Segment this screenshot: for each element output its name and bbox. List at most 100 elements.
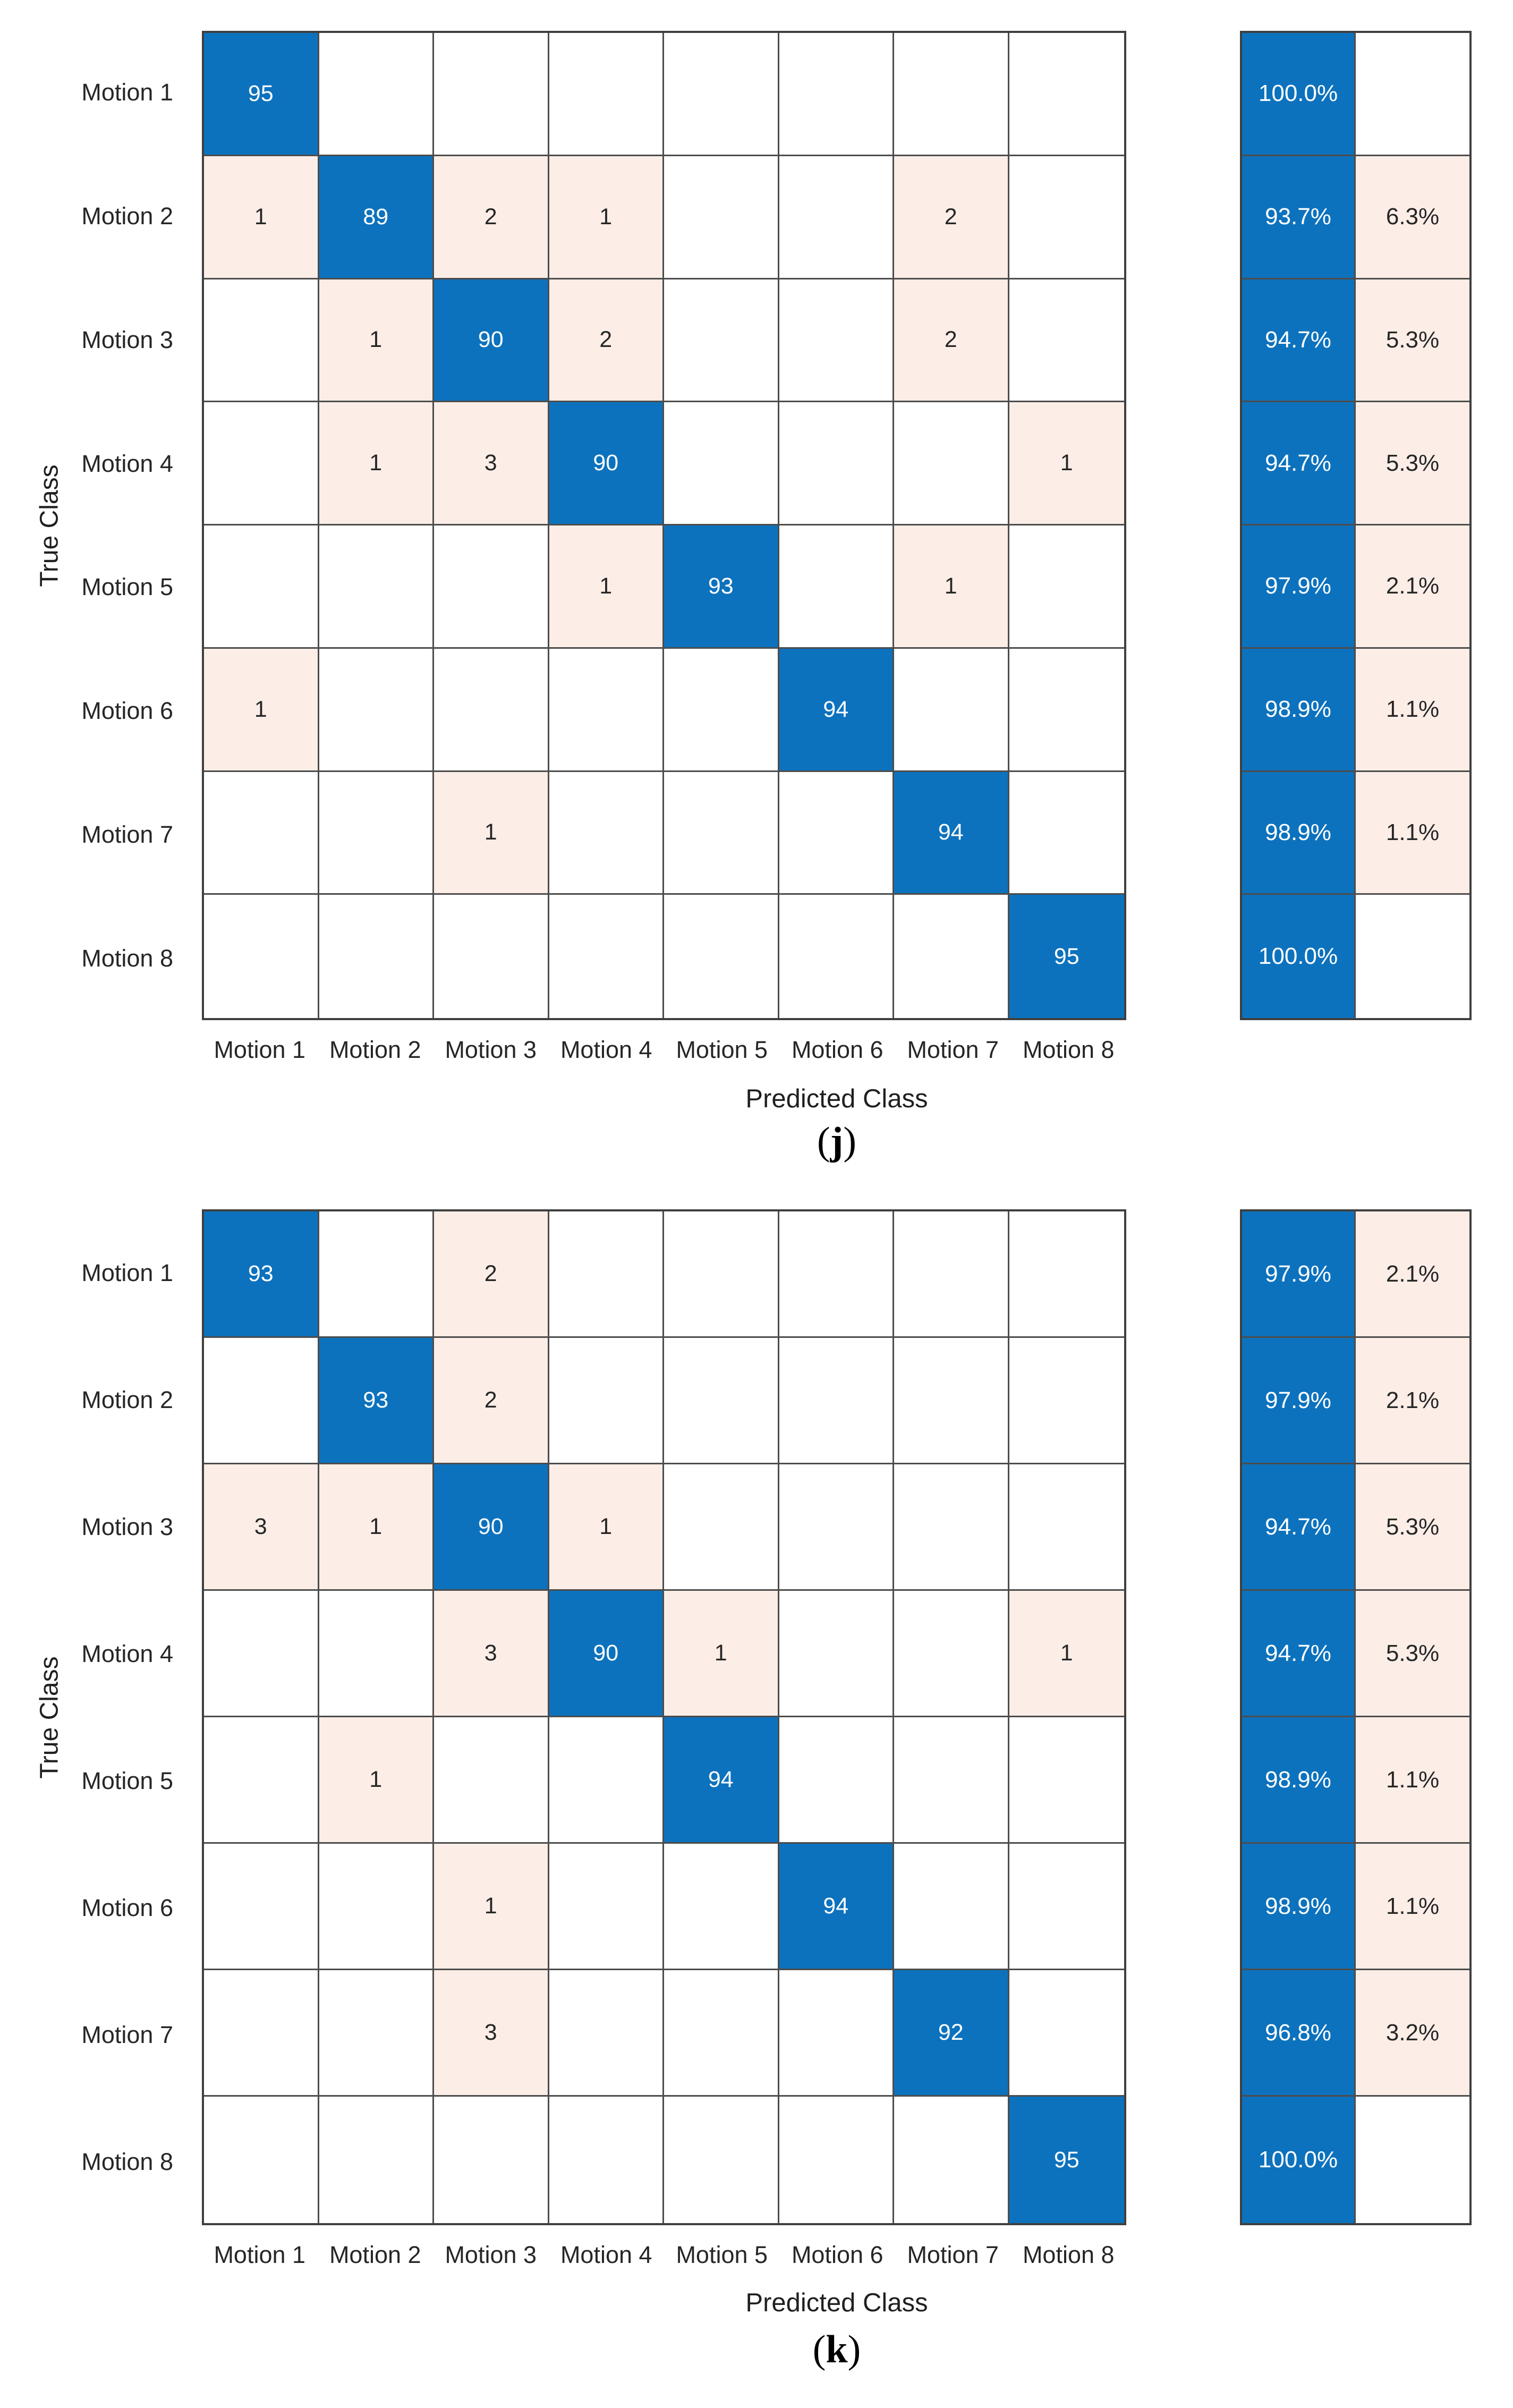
y-tick-label: Motion 6 <box>81 1894 173 1921</box>
matrix-cell-r6c5 <box>664 1844 779 1970</box>
summary-miss-cell-r5: 2.1% <box>1356 525 1469 649</box>
matrix-cell-r1c6 <box>779 1211 894 1338</box>
matrix-cell-r2c5 <box>664 1338 779 1464</box>
matrix-cell-r2c3: 2 <box>434 1338 549 1464</box>
caption-paren: ) <box>847 2328 861 2371</box>
matrix-cell-r6c7 <box>894 648 1009 772</box>
matrix-cell-r7c4 <box>549 771 664 895</box>
matrix-cell-r4c6 <box>779 1591 894 1717</box>
matrix-cell-r3c3: 90 <box>434 1464 549 1591</box>
y-tick-label: Motion 3 <box>81 1513 173 1540</box>
summary-recall-cell-r1: 100.0% <box>1242 33 1356 156</box>
caption-letter: k <box>826 2328 848 2371</box>
matrix-cell-r7c6 <box>779 771 894 895</box>
subfigure-caption-k: (k) <box>202 2327 1472 2372</box>
summary-recall-cell-r7: 98.9% <box>1242 771 1356 895</box>
matrix-cell-r6c3: 1 <box>434 1844 549 1970</box>
y-tick-label: Motion 2 <box>81 202 173 230</box>
summary-recall-cell-r4: 94.7% <box>1242 1591 1356 1717</box>
matrix-cell-r2c6 <box>779 1338 894 1464</box>
x-tick-label: Motion 6 <box>791 1036 883 1063</box>
y-tick-label: Motion 4 <box>81 450 173 477</box>
matrix-cell-r2c1 <box>204 1338 319 1464</box>
y-tick-label: Motion 7 <box>81 820 173 848</box>
summary-recall-cell-r8: 100.0% <box>1242 2097 1356 2223</box>
matrix-cell-r3c1: 3 <box>204 1464 319 1591</box>
matrix-cell-r2c7 <box>894 1338 1009 1464</box>
matrix-cell-r5c6 <box>779 525 894 649</box>
matrix-cell-r5c7 <box>894 1717 1009 1844</box>
matrix-cell-r1c8 <box>1009 1211 1124 1338</box>
matrix-cell-r5c5: 94 <box>664 1717 779 1844</box>
summary-miss-cell-r7: 3.2% <box>1356 1970 1469 2097</box>
matrix-cell-r7c2 <box>319 1970 434 2097</box>
matrix-cell-r8c7 <box>894 2097 1009 2223</box>
matrix-cell-r7c1 <box>204 1970 319 2097</box>
matrix-cell-r3c8 <box>1009 279 1124 403</box>
matrix-cell-r1c8 <box>1009 33 1124 156</box>
matrix-cell-r4c2: 1 <box>319 402 434 525</box>
matrix-cell-r7c3: 3 <box>434 1970 549 2097</box>
matrix-cell-r5c1 <box>204 525 319 649</box>
x-tick-label: Motion 4 <box>560 2241 652 2268</box>
matrix-cell-r1c5 <box>664 1211 779 1338</box>
matrix-cell-r6c1: 1 <box>204 648 319 772</box>
matrix-cell-r2c2: 93 <box>319 1338 434 1464</box>
matrix-cell-r4c6 <box>779 402 894 525</box>
matrix-cell-r7c3: 1 <box>434 771 549 895</box>
matrix-cell-r1c2 <box>319 33 434 156</box>
matrix-cell-r5c1 <box>204 1717 319 1844</box>
matrix-cell-r7c5 <box>664 771 779 895</box>
matrix-cell-r5c7: 1 <box>894 525 1009 649</box>
matrix-cell-r1c3: 2 <box>434 1211 549 1338</box>
matrix-cell-r7c6 <box>779 1970 894 2097</box>
summary-recall-cell-r4: 94.7% <box>1242 402 1356 525</box>
matrix-cell-r1c5 <box>664 33 779 156</box>
matrix-cell-r3c1 <box>204 279 319 403</box>
matrix-cell-r6c5 <box>664 648 779 772</box>
matrix-cell-r5c4 <box>549 1717 664 1844</box>
matrix-cell-r8c5 <box>664 2097 779 2223</box>
matrix-cell-r8c8: 95 <box>1009 2097 1124 2223</box>
matrix-cell-r2c3: 2 <box>434 156 549 279</box>
matrix-cell-r3c7: 2 <box>894 279 1009 403</box>
summary-miss-cell-r4: 5.3% <box>1356 402 1469 525</box>
x-tick-label: Motion 8 <box>1022 2241 1115 2268</box>
matrix-cell-r7c8 <box>1009 771 1124 895</box>
matrix-cell-r6c4 <box>549 648 664 772</box>
y-tick-label: Motion 5 <box>81 573 173 601</box>
matrix-cell-r8c6 <box>779 2097 894 2223</box>
matrix-cell-r4c7 <box>894 1591 1009 1717</box>
summary-miss-cell-r8 <box>1356 2097 1469 2223</box>
matrix-cell-r4c1 <box>204 1591 319 1717</box>
matrix-cell-r2c1: 1 <box>204 156 319 279</box>
matrix-cell-r5c3 <box>434 525 549 649</box>
summary-miss-cell-r4: 5.3% <box>1356 1591 1469 1717</box>
y-tick-label: Motion 1 <box>81 1259 173 1286</box>
summary-recall-cell-r8: 100.0% <box>1242 895 1356 1018</box>
x-tick-label: Motion 2 <box>329 2241 421 2268</box>
caption-paren: ( <box>812 2328 826 2371</box>
matrix-cell-r8c3 <box>434 895 549 1018</box>
summary-miss-cell-r3: 5.3% <box>1356 279 1469 403</box>
x-tick-labels: Motion 1 Motion 2 Motion 3 Motion 4 Motion 5… <box>202 2238 1126 2272</box>
matrix-cell-r6c8 <box>1009 648 1124 772</box>
matrix-cell-r7c7: 92 <box>894 1970 1009 2097</box>
matrix-cell-r8c4 <box>549 2097 664 2223</box>
x-tick-label: Motion 3 <box>445 1036 537 1063</box>
matrix-cell-r2c6 <box>779 156 894 279</box>
matrix-cell-r8c7 <box>894 895 1009 1018</box>
matrix-cell-r5c2: 1 <box>319 1717 434 1844</box>
summary-miss-cell-r3: 5.3% <box>1356 1464 1469 1591</box>
matrix-cell-r8c4 <box>549 895 664 1018</box>
matrix-cell-r8c5 <box>664 895 779 1018</box>
matrix-cell-r7c5 <box>664 1970 779 2097</box>
summary-recall-cell-r6: 98.9% <box>1242 648 1356 772</box>
matrix-cell-r4c1 <box>204 402 319 525</box>
matrix-cell-r1c7 <box>894 33 1009 156</box>
y-tick-label: Motion 8 <box>81 2148 173 2175</box>
matrix-cell-r3c4: 2 <box>549 279 664 403</box>
matrix-cell-r6c4 <box>549 1844 664 1970</box>
caption-paren: ) <box>843 1120 856 1163</box>
caption-paren: ( <box>817 1120 830 1163</box>
